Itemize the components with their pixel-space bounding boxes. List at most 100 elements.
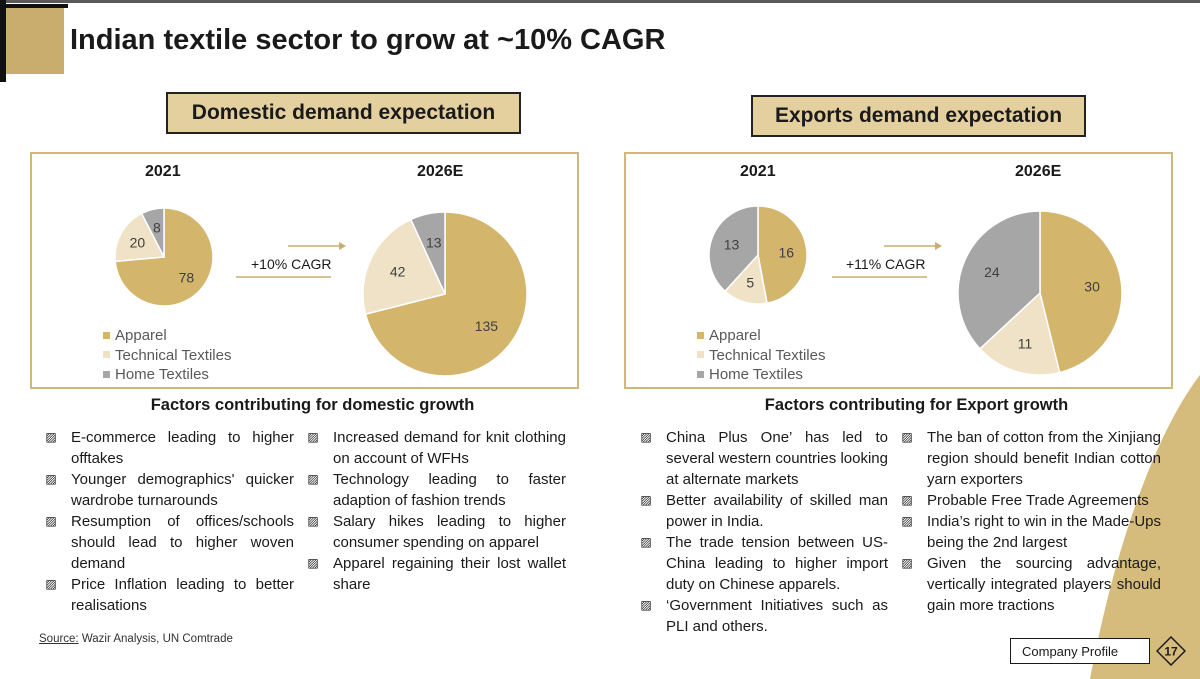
legend-item-technical: Technical Textiles	[103, 346, 231, 366]
domestic-arrow-upper	[288, 242, 346, 250]
legend-swatch	[103, 351, 110, 359]
page-number: 17	[1164, 645, 1178, 659]
legend-swatch	[103, 370, 110, 378]
factor-item: ▨ Price Inflation leading to better reali…	[44, 574, 294, 616]
bullet-icon: ▨	[901, 430, 913, 444]
factor-item: ▨ Younger demographics' quicker wardrobe …	[44, 469, 294, 511]
domestic-factors-title: Factors contributing for domestic growth	[150, 396, 475, 414]
exports-arrow-upper	[884, 242, 942, 250]
factor-item: ▨ Increased demand for knit clothing on a…	[306, 427, 566, 469]
legend-item-apparel: Apparel	[103, 326, 231, 346]
pie-slice-home-textiles	[140, 207, 165, 258]
pie-slice-apparel	[364, 211, 528, 377]
pie-slice-technical-textiles	[114, 212, 166, 263]
exports-header: Exports demand expectation	[751, 95, 1086, 137]
page-number-badge: 17	[1156, 636, 1186, 666]
legend-item-home: Home Textiles	[103, 365, 231, 385]
pie-slice-technical-textiles	[362, 218, 447, 316]
exports-legend: Apparel Technical Textiles Home Textiles	[697, 326, 825, 385]
pie-value-label: 78	[179, 270, 195, 286]
bullet-icon: ▨	[640, 430, 652, 444]
factor-item: ▨ Probable Free Trade Agreements	[900, 490, 1161, 511]
pie-value-label: 135	[475, 318, 499, 334]
factor-text: China Plus One’ has led to several weste…	[666, 429, 888, 488]
factor-item: ▨ Better availability of skilled man powe…	[639, 490, 888, 532]
bullet-icon: ▨	[45, 472, 57, 486]
legend-item-home: Home Textiles	[697, 365, 825, 385]
pie-value-label: 11	[1018, 335, 1033, 351]
exports-year-2026: 2026E	[1015, 163, 1062, 180]
legend-swatch	[697, 331, 704, 339]
bullet-icon: ▨	[45, 430, 57, 444]
exports-pie-2021: 16 5 13	[708, 205, 808, 305]
factor-text: Technology leading to faster adaption of…	[333, 471, 566, 509]
pie-slice-home-textiles	[708, 205, 759, 293]
legend-item-technical: Technical Textiles	[697, 346, 825, 366]
pie-value-label: 5	[746, 274, 754, 290]
factor-text: The trade tension between US-China leadi…	[666, 534, 888, 593]
exports-pie-2026: 30 11 24	[957, 210, 1123, 376]
pie-slice-apparel	[1039, 210, 1123, 374]
pie-value-label: 20	[130, 234, 146, 250]
exports-cagr-label: +11% CAGR	[846, 256, 926, 272]
factor-text: The ban of cotton from the Xinjiang regi…	[927, 429, 1161, 488]
pie-slice-home-textiles	[957, 210, 1041, 350]
bullet-icon: ▨	[45, 514, 57, 528]
legend-swatch	[697, 351, 704, 359]
factor-item: ▨ Resumption of offices/schools should le…	[44, 511, 294, 574]
title-accent-block	[6, 6, 64, 74]
factor-text: Resumption of offices/schools should lea…	[71, 513, 294, 572]
pie-value-label: 8	[153, 219, 161, 235]
pie-value-label: 30	[1084, 279, 1100, 295]
exports-arrow-lower	[832, 276, 927, 278]
legend-item-apparel: Apparel	[697, 326, 825, 346]
domestic-factors-right: ▨ Increased demand for knit clothing on a…	[306, 427, 566, 595]
bullet-icon: ▨	[640, 598, 652, 612]
factor-item: ▨ ‘Government Initiatives such as PLI and…	[639, 595, 888, 637]
pie-value-label: 13	[724, 237, 740, 253]
exports-year-2021: 2021	[740, 163, 776, 180]
exports-factors-left: ▨ China Plus One’ has led to several west…	[639, 427, 888, 637]
top-rule	[0, 0, 1200, 3]
factor-text: Increased demand for knit clothing on ac…	[333, 429, 566, 467]
pie-slice-home-textiles	[409, 211, 446, 295]
page-title: Indian textile sector to grow at ~10% CA…	[70, 24, 666, 56]
domestic-legend: Apparel Technical Textiles Home Textiles	[103, 326, 231, 385]
factor-text: Better availability of skilled man power…	[666, 492, 888, 530]
curve-shape	[1090, 375, 1200, 679]
factor-text: ‘Government Initiatives such as PLI and …	[666, 597, 888, 635]
title-accent-line	[0, 4, 68, 8]
bullet-icon: ▨	[307, 556, 319, 570]
factor-item: ▨ Salary hikes leading to higher consumer…	[306, 511, 566, 553]
exports-factors-right: ▨ The ban of cotton from the Xinjiang reg…	[900, 427, 1161, 616]
domestic-factors-left: ▨ E-commerce leading to higher offtakes ▨ Y…	[44, 427, 294, 616]
pie-value-label: 16	[779, 244, 795, 260]
factor-text: Younger demographics' quicker wardrobe t…	[71, 471, 294, 509]
domestic-pie-2026: 135 42 13	[362, 211, 528, 377]
pie-slice-apparel	[757, 205, 808, 305]
exports-factors-title: Factors contributing for Export growth	[764, 396, 1069, 414]
source-note: Source: Wazir Analysis, UN Comtrade	[39, 633, 233, 645]
bullet-icon: ▨	[307, 430, 319, 444]
factor-item: ▨ Given the sourcing advantage, verticall…	[900, 553, 1161, 616]
footer-company-profile: Company Profile	[1010, 638, 1150, 664]
page-number-diamond	[1156, 636, 1186, 666]
bullet-icon: ▨	[640, 493, 652, 507]
domestic-year-2026: 2026E	[417, 163, 464, 180]
domestic-pie-2021: 78 20 8	[114, 207, 214, 307]
factor-item: ▨ India’s right to win in the Made-Ups be…	[900, 511, 1161, 553]
factor-item: ▨ Apparel regaining their lost wallet sha…	[306, 553, 566, 595]
source-label: Source:	[39, 633, 79, 645]
domestic-year-2021: 2021	[145, 163, 181, 180]
pie-slice-technical-textiles	[978, 291, 1061, 376]
pie-value-label: 42	[390, 263, 406, 279]
legend-swatch	[697, 370, 704, 378]
bullet-icon: ▨	[307, 514, 319, 528]
factor-text: Given the sourcing advantage, vertically…	[927, 555, 1161, 614]
bullet-icon: ▨	[307, 472, 319, 486]
factor-text: Price Inflation leading to better realis…	[71, 576, 294, 614]
factor-item: ▨ The ban of cotton from the Xinjiang reg…	[900, 427, 1161, 490]
factor-text: E-commerce leading to higher offtakes	[71, 429, 294, 467]
bullet-icon: ▨	[45, 577, 57, 591]
